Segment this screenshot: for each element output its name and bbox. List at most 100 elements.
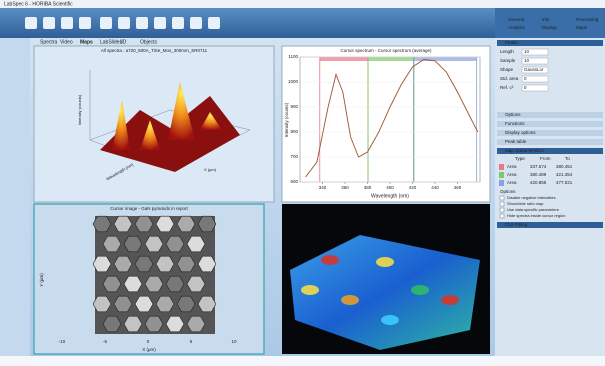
surface-peak: [341, 295, 359, 305]
x-tick-label: 360: [341, 185, 349, 190]
surface-3d: [290, 235, 480, 350]
cell: 477.021: [556, 180, 573, 185]
icon[interactable]: [190, 17, 202, 29]
field-box[interactable]: [521, 84, 549, 92]
icon[interactable]: [61, 17, 73, 29]
surface-peak: [301, 285, 319, 295]
status-bar: [0, 356, 605, 366]
axis-label: Y (µm): [39, 273, 44, 287]
section-title[interactable]: Map characteristics: [505, 148, 545, 153]
column-header: Type: [515, 156, 525, 161]
field-box[interactable]: [521, 66, 549, 74]
cell: 380.451: [556, 164, 573, 169]
section-title[interactable]: Peaks: [505, 40, 518, 45]
section-title[interactable]: Options: [505, 112, 521, 117]
hexagon-grains: [92, 215, 217, 333]
field-box[interactable]: [521, 48, 549, 56]
axis-label: Wavelength (nm): [371, 193, 409, 199]
grain: [186, 235, 206, 253]
cursor-region: [319, 57, 369, 61]
icon[interactable]: [172, 17, 184, 29]
option-label: Use data specific parameters: [507, 207, 559, 212]
cursor-region: [368, 57, 415, 61]
grain: [155, 295, 175, 313]
field-box[interactable]: [521, 75, 549, 83]
section-title[interactable]: CLS Fitting: [505, 222, 528, 227]
surface-peak: [411, 285, 429, 295]
surface-peak: [381, 315, 399, 325]
section-header: [497, 40, 603, 46]
view-tab[interactable]: LabSlides: [100, 39, 122, 45]
axis-label: Intensity (counts): [284, 102, 289, 137]
icon[interactable]: [43, 17, 55, 29]
cell: Area: [507, 180, 517, 185]
option-label: Disable negative intensities: [507, 195, 555, 200]
view-tab[interactable]: Video: [60, 39, 73, 45]
y-tick-label: 700: [290, 154, 298, 159]
grain: [186, 315, 206, 333]
axis-label: X (µm): [204, 167, 217, 172]
icon[interactable]: [100, 17, 112, 29]
x-tick-label: 440: [431, 185, 439, 190]
side-tab[interactable]: Analysis: [508, 25, 526, 30]
section-title[interactable]: Functions: [505, 121, 525, 126]
cell: Area: [507, 164, 517, 169]
panel-title: All spectra : a720_500A_TiSe_Mos_300mm_S…: [101, 48, 208, 53]
icon[interactable]: [25, 17, 37, 29]
x-tick-label: 420: [409, 185, 417, 190]
x-tick-label: 0: [147, 339, 150, 344]
grain: [155, 255, 175, 273]
grain: [113, 295, 133, 313]
x-tick-label: 5: [190, 339, 193, 344]
view-tab[interactable]: Spectra: [40, 39, 57, 45]
toolbar: [0, 8, 500, 38]
grain: [123, 235, 143, 253]
x-tick-label: 460: [454, 185, 462, 190]
icon[interactable]: [154, 17, 166, 29]
checkbox[interactable]: [499, 201, 505, 207]
field-value: 10: [524, 58, 530, 63]
grain: [176, 295, 196, 313]
side-tabs: [495, 8, 605, 38]
section-header: [497, 148, 603, 154]
section-title[interactable]: Display options: [505, 130, 536, 135]
field-value: 0: [524, 76, 527, 81]
region-color: [499, 172, 504, 178]
side-tab[interactable]: General: [508, 17, 524, 22]
side-tab[interactable]: Maps: [576, 25, 588, 30]
spectrum-line: [305, 59, 479, 178]
checkbox[interactable]: [499, 195, 505, 201]
plot-area: [299, 56, 481, 183]
view-tab[interactable]: 3D: [120, 39, 127, 45]
view-tab[interactable]: Objects: [140, 39, 157, 45]
side-tab[interactable]: Display: [542, 25, 558, 30]
icon[interactable]: [136, 17, 148, 29]
field-label: Shape: [500, 67, 514, 72]
section-title[interactable]: Peak table: [505, 139, 527, 144]
grain: [155, 215, 175, 233]
view-tab[interactable]: Maps: [80, 39, 93, 45]
checkbox[interactable]: [499, 213, 505, 219]
icon[interactable]: [118, 17, 130, 29]
grain: [134, 295, 154, 313]
cell: 337.574: [530, 164, 547, 169]
surface-peak: [441, 295, 459, 305]
cell: 380.489: [530, 172, 547, 177]
field-box[interactable]: [521, 57, 549, 65]
section-header: [497, 121, 603, 127]
y-tick-label: 1000: [288, 79, 299, 84]
checkbox[interactable]: [499, 207, 505, 213]
x-tick-label: -5: [103, 339, 107, 344]
surface-peak: [321, 255, 339, 265]
grain: [113, 255, 133, 273]
peaks-3d: [89, 70, 251, 172]
grain: [176, 255, 196, 273]
icon[interactable]: [79, 17, 91, 29]
icon[interactable]: [208, 17, 220, 29]
surface-features: [301, 255, 459, 325]
field-label: Std. area: [500, 76, 519, 81]
option-label: Show/hide ratio map: [507, 201, 544, 206]
side-tab[interactable]: Info: [542, 17, 550, 22]
side-tab[interactable]: Processing: [576, 17, 599, 22]
grain: [144, 315, 164, 333]
